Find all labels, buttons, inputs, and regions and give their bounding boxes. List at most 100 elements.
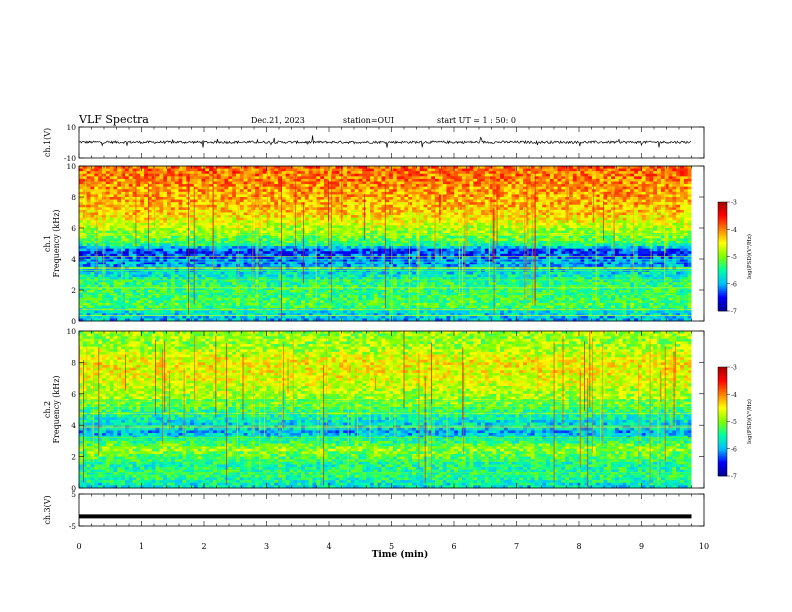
- ch1-spec-cell: [350, 197, 356, 200]
- ch1-spec-cell: [113, 228, 118, 231]
- ch1-spec-cell: [672, 212, 677, 216]
- ch1-spec-cell: [431, 204, 436, 208]
- ch1-spec-cell: [147, 194, 153, 198]
- ch1-spec-cell: [270, 191, 275, 195]
- ch1-spec-cell: [484, 202, 490, 206]
- ch1-spec-cell: [442, 202, 447, 206]
- ch1-spec-cell: [469, 204, 474, 208]
- ch1-spec-cell: [457, 194, 463, 198]
- ch1-spec-cell: [412, 199, 417, 203]
- ch1-spec-cell: [90, 184, 95, 188]
- ch1-spec-cell: [477, 240, 482, 244]
- ch1-spec-cell: [614, 199, 620, 203]
- ch1-spec-cell: [546, 168, 551, 172]
- ch1-spec-cell: [569, 181, 574, 185]
- ch1-spec-cell: [170, 235, 176, 239]
- ch1-spec-cell: [477, 173, 482, 177]
- ch1-spec-cell: [622, 171, 627, 175]
- ch1-spec-cell: [488, 217, 493, 221]
- ch1-spec-cell: [147, 215, 153, 219]
- ch1-spec-cell: [132, 191, 137, 195]
- ch1-spec-cell: [680, 176, 685, 180]
- ch1-spec-cell: [454, 220, 459, 224]
- ch1-spec-cell: [247, 181, 252, 185]
- ch1-spec-cell: [480, 238, 486, 242]
- ch1-spec-cell: [591, 202, 597, 206]
- ch1-spec-cell: [442, 235, 447, 239]
- ch1-spec-cell: [542, 238, 547, 242]
- ch1-spec-cell: [331, 189, 336, 193]
- ch1-spec-cell: [369, 181, 375, 185]
- ch1-spec-cell: [572, 191, 578, 195]
- ch1-spec-cell: [507, 181, 512, 185]
- ch1-spec-cell: [645, 194, 650, 198]
- ch1-spec-cell: [243, 197, 248, 200]
- ch1-spec-cell: [404, 189, 409, 193]
- ch1-spec-cell: [124, 225, 130, 229]
- ch1-spec-cell: [255, 186, 260, 190]
- ch1-spec-cell: [377, 225, 382, 229]
- ch1-spec-cell: [542, 178, 547, 182]
- ch1-spec-cell: [630, 207, 635, 211]
- ch1-spec-cell: [634, 176, 639, 180]
- ch1-spec-cell: [224, 230, 229, 234]
- ch1-spec-cell: [396, 168, 401, 172]
- ch1-spec-cell: [576, 207, 581, 211]
- ch1-spec-cell: [591, 191, 597, 195]
- ch1-spec-cell: [500, 176, 505, 180]
- ch1-spec-cell: [622, 189, 627, 193]
- ch1-spec-cell: [641, 186, 646, 190]
- ch1-spec-cell: [385, 217, 390, 221]
- ch1-spec-cell: [500, 173, 505, 177]
- ch1-spec-cell: [561, 184, 566, 188]
- ch1-spec-cell: [500, 212, 505, 216]
- ch1-spec-cell: [477, 209, 482, 213]
- ch1-spec-cell: [450, 178, 455, 182]
- ch1-spec-cell: [327, 212, 333, 216]
- ch1-spec-cell: [683, 212, 689, 216]
- ch1-spec-cell: [358, 240, 363, 244]
- ch1-spec-cell: [534, 230, 539, 234]
- ch1-spec-cell: [197, 189, 202, 193]
- ch1-spec-cell: [167, 184, 172, 188]
- ch1-spec-cell: [412, 240, 417, 244]
- ch1-spec-cell: [607, 217, 612, 221]
- ch1-spec-cell: [431, 184, 436, 188]
- ch1-spec-cell: [676, 225, 681, 229]
- ch1-spec-cell: [599, 222, 604, 226]
- ch1-spec-cell: [132, 204, 137, 208]
- ch1-spec-cell: [128, 197, 133, 200]
- ch1-spec-cell: [258, 220, 264, 224]
- ch1-spec-cell: [285, 238, 290, 242]
- ch1-spec-cell: [473, 204, 478, 208]
- ch1-spec-cell: [503, 168, 509, 172]
- ch1-spec-cell: [117, 176, 122, 180]
- ch1-spec-cell: [500, 204, 505, 208]
- ch1-spec-cell: [503, 217, 509, 221]
- ch1-spec-cell: [664, 235, 669, 239]
- ch1-spec-cell: [549, 168, 555, 172]
- ch1-spec-cell: [132, 194, 137, 198]
- ch1-spec-cell: [205, 194, 210, 198]
- ch1-spec-cell: [687, 220, 692, 224]
- ch1-spec-cell: [519, 209, 524, 213]
- ch1-spec-cell: [251, 228, 256, 231]
- ch1-spec-cell: [668, 173, 673, 177]
- ch1-spec-cell: [178, 202, 183, 206]
- ch1-spec-cell: [626, 171, 631, 175]
- ch1-spec-cell: [90, 240, 95, 244]
- ch1-spec-cell: [672, 240, 677, 244]
- ch1-spec-cell: [496, 176, 501, 180]
- ch1-spec-cell: [239, 171, 245, 175]
- ch1-spec-cell: [618, 189, 623, 193]
- ch1-spec-cell: [603, 181, 608, 185]
- ch1-spec-cell: [488, 225, 493, 229]
- ch1-spec-cell: [637, 215, 643, 219]
- ch1-spec-cell: [457, 181, 463, 185]
- ch1-spec-cell: [262, 176, 267, 180]
- ch1-spec-cell: [281, 243, 287, 247]
- ch1-spec-cell: [435, 199, 440, 203]
- ch1-spec-cell: [392, 202, 398, 206]
- ch1-spec-cell: [312, 222, 317, 226]
- ch1-spec-cell: [630, 222, 635, 226]
